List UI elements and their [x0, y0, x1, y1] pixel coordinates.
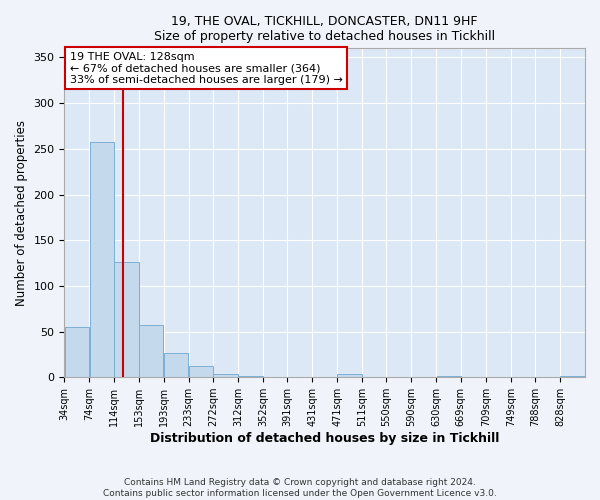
X-axis label: Distribution of detached houses by size in Tickhill: Distribution of detached houses by size …	[150, 432, 499, 445]
Bar	[238, 376, 263, 377]
Bar	[560, 376, 585, 377]
Title: 19, THE OVAL, TICKHILL, DONCASTER, DN11 9HF
Size of property relative to detache: 19, THE OVAL, TICKHILL, DONCASTER, DN11 …	[154, 15, 495, 43]
Bar	[115, 262, 139, 377]
Bar	[337, 374, 362, 377]
Bar	[213, 374, 238, 377]
Text: Contains HM Land Registry data © Crown copyright and database right 2024.
Contai: Contains HM Land Registry data © Crown c…	[103, 478, 497, 498]
Bar	[139, 325, 163, 377]
Bar	[65, 327, 89, 377]
Bar	[164, 352, 188, 377]
Bar	[89, 142, 114, 377]
Bar	[437, 376, 461, 377]
Y-axis label: Number of detached properties: Number of detached properties	[15, 120, 28, 306]
Bar	[189, 366, 213, 377]
Text: 19 THE OVAL: 128sqm
← 67% of detached houses are smaller (364)
33% of semi-detac: 19 THE OVAL: 128sqm ← 67% of detached ho…	[70, 52, 343, 85]
